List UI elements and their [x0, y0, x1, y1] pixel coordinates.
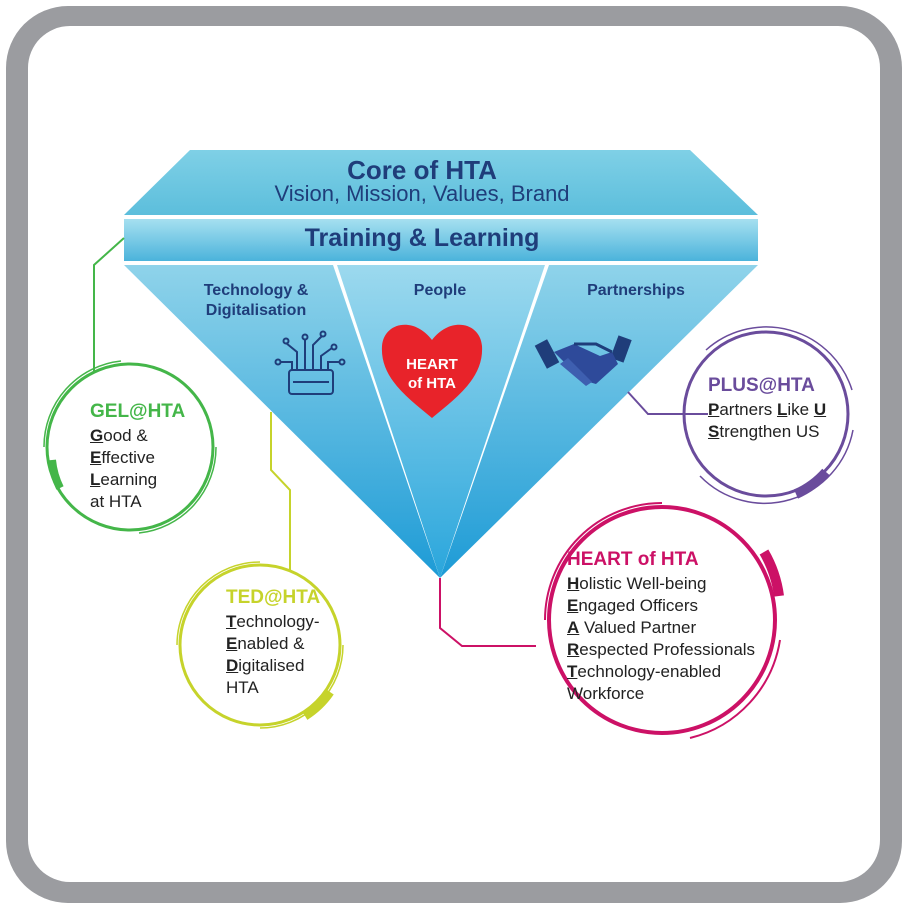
heart-title: HEART of HTA: [567, 549, 699, 570]
heart-line-rest: Valued Partner: [579, 618, 697, 637]
ted-initial: T: [226, 612, 237, 631]
heart-icon: [381, 324, 483, 418]
gel-line-rest: earning: [100, 470, 158, 489]
ted-line-rest: HTA: [226, 678, 259, 697]
plus-initial: P: [708, 400, 720, 419]
ted-line: Technology-: [226, 611, 320, 633]
training-band: [124, 219, 758, 261]
heart-line-rest: espected Professionals: [579, 640, 756, 659]
core-subtitle: Vision, Mission, Values, Brand: [274, 181, 570, 206]
gel-initial: G: [90, 426, 104, 445]
plus-text-block: PLUS@HTA Partners Like U Strengthen US: [708, 375, 826, 443]
gel-line: Good &: [90, 425, 185, 447]
handshake-icon: [534, 335, 632, 386]
gel-line: at HTA: [90, 491, 185, 513]
gel-initial: E: [90, 448, 102, 467]
heart-connector: [439, 578, 536, 647]
heart-initial: R: [567, 640, 580, 659]
heart-line: Workforce: [567, 683, 755, 705]
heart-line-rest: olistic Well-being: [579, 574, 707, 593]
plus-line-rest: ike: [787, 400, 814, 419]
heart-line-rest: ngaged Officers: [578, 596, 699, 615]
ted-connector: [270, 412, 291, 572]
segment-technology-line1: Technology &: [203, 282, 309, 299]
circuit-chip-icon: [274, 330, 346, 395]
heart-text-block: HEART of HTA Holistic Well-being Engaged…: [567, 549, 755, 705]
heart-line: Technology-enabled: [567, 661, 755, 683]
ted-initial: E: [226, 634, 238, 653]
plus-initial: U: [813, 400, 827, 419]
heart-line: Engaged Officers: [567, 595, 755, 617]
gel-line-rest: at HTA: [90, 492, 142, 511]
segment-technology-line2: Digitalisation: [205, 302, 307, 319]
heart-initial: H: [567, 574, 580, 593]
segment-technology: [124, 265, 440, 578]
heart-initial: T: [567, 662, 578, 681]
gel-connector: [93, 237, 125, 372]
ted-title: TED@HTA: [226, 587, 321, 608]
ted-circle: [176, 561, 344, 729]
plus-line-rest: trengthen US: [719, 422, 820, 441]
plus-initial: S: [708, 422, 720, 441]
segment-people-label: People: [413, 282, 467, 299]
ted-text-block: TED@HTA Technology- Enabled & Digitalise…: [226, 587, 320, 699]
plus-line: Partners Like U: [708, 399, 826, 421]
plus-initial: L: [776, 400, 788, 419]
heart-line-rest: echnology-enabled: [577, 662, 722, 681]
heart-line: A Valued Partner: [567, 617, 755, 639]
ted-line-rest: echnology-: [236, 612, 320, 631]
gel-line: Learning: [90, 469, 185, 491]
ted-line-rest: nabled &: [237, 634, 305, 653]
heart-line-rest: Workforce: [567, 684, 645, 703]
ted-line: Digitalised: [226, 655, 320, 677]
plus-circle: [682, 326, 854, 505]
segment-partnerships: [440, 265, 758, 578]
heart-initial: E: [567, 596, 579, 615]
heart-initial: A: [567, 618, 580, 637]
ted-line: HTA: [226, 677, 320, 699]
gel-initial: L: [90, 470, 101, 489]
diamond-crown: [124, 150, 758, 215]
gel-text-block: GEL@HTA Good & Effective Learning at HTA: [90, 401, 185, 513]
plus-connector: [627, 391, 708, 415]
heart-icon-label: HEART of HTA: [382, 355, 482, 393]
plus-title: PLUS@HTA: [708, 375, 815, 396]
ted-initial: D: [226, 656, 239, 675]
heart-icon-text2: of HTA: [407, 375, 457, 392]
heart-line: Respected Professionals: [567, 639, 755, 661]
ted-line: Enabled &: [226, 633, 320, 655]
segment-technology-label: Technology & Digitalisation: [176, 281, 336, 321]
core-title: Core of HTA: [347, 155, 497, 185]
plus-line: Strengthen US: [708, 421, 826, 443]
gel-circle: [43, 360, 217, 534]
gel-line-rest: ood &: [103, 426, 148, 445]
heart-circle: [544, 502, 784, 739]
heart-line: Holistic Well-being: [567, 573, 755, 595]
plus-line-rest: artners: [719, 400, 777, 419]
gel-title: GEL@HTA: [90, 401, 186, 422]
ted-line-rest: igitalised: [238, 656, 305, 675]
gel-line: Effective: [90, 447, 185, 469]
gel-line-rest: ffective: [101, 448, 155, 467]
segment-partnerships-label: Partnerships: [587, 282, 685, 299]
training-band-label: Training & Learning: [304, 224, 540, 252]
heart-icon-text1: HEART: [406, 356, 458, 373]
